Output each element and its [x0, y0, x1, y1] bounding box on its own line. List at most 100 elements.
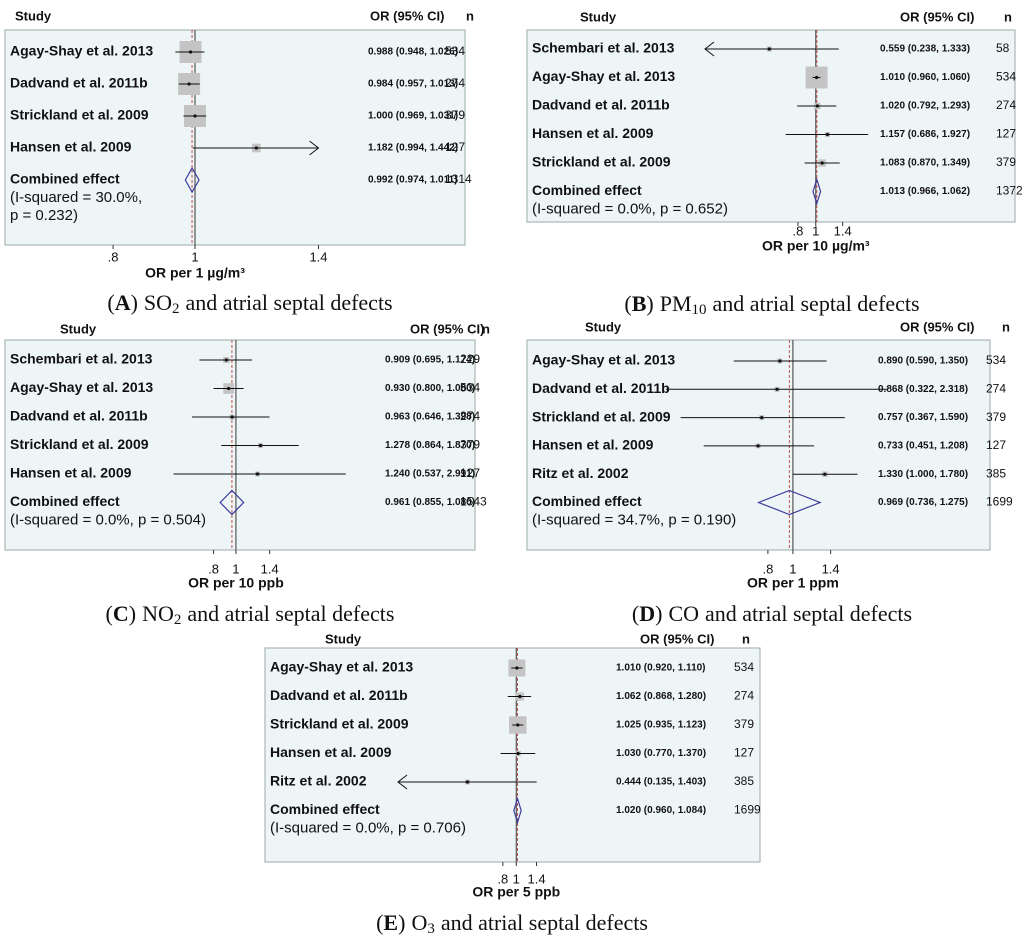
ci-label: 0.988 (0.948, 1.026) [368, 47, 458, 58]
heterogeneity: (I-squared = 34.7%, p = 0.190) [532, 511, 736, 528]
x-axis-label: OR per 1 ppm [747, 575, 839, 591]
point-estimate [516, 751, 520, 756]
point-estimate [823, 472, 827, 476]
plot-area [4, 29, 466, 246]
sample-size: 379 [734, 717, 754, 731]
ci-label: 0.969 (0.736, 1.275) [878, 497, 968, 508]
caption-text: and atrial septal defects [186, 290, 393, 315]
caption-subscript: 10 [692, 302, 707, 318]
header-ci: OR (95% CI) [900, 319, 974, 334]
sample-size: 379 [460, 438, 480, 452]
x-tick-label: .8 [497, 871, 508, 886]
plot-area [264, 647, 761, 863]
sample-size: 274 [460, 409, 480, 423]
study-name: Agay-Shay et al. 2013 [270, 659, 413, 675]
ci-label: 0.757 (0.367, 1.590) [878, 412, 968, 423]
caption-suffix: ) [129, 601, 136, 626]
point-estimate [756, 444, 760, 448]
study-name: Hansen et al. 2009 [270, 744, 392, 760]
x-tick-label: 1.4 [822, 561, 840, 576]
caption-subscript: 3 [427, 921, 435, 937]
ci-label: 1.278 (0.864, 1.870) [385, 440, 475, 451]
sample-size: 127 [460, 466, 480, 480]
ci-label: 1.062 (0.868, 1.280) [616, 691, 706, 702]
caption-suffix: ) [398, 910, 405, 935]
sample-size: 127 [996, 127, 1016, 141]
point-estimate [227, 386, 231, 391]
sample-size: 1314 [445, 172, 472, 186]
x-axis-label: OR per 10 ppb [188, 575, 284, 591]
x-tick-label: 1 [513, 871, 520, 886]
sample-size: 379 [445, 108, 465, 122]
caption-text: and atrial septal defects [441, 910, 648, 935]
pooled-diamond [513, 796, 522, 825]
header-ci: OR (95% CI) [900, 9, 974, 24]
point-estimate [516, 723, 520, 727]
combined-name: Combined effect [270, 801, 380, 817]
header-study: Study [15, 8, 52, 23]
study-name: Ritz et al. 2002 [270, 773, 367, 789]
x-tick-label: .8 [793, 223, 804, 238]
caption-letter: B [632, 291, 647, 316]
study-name: Strickland et al. 2009 [532, 154, 671, 170]
ci-label: 1.020 (0.792, 1.293) [880, 101, 970, 112]
ci-label: 0.992 (0.974, 1.011) [368, 175, 458, 186]
point-estimate [230, 415, 234, 419]
header-n: n [1002, 319, 1010, 334]
point-estimate [815, 104, 819, 108]
study-name: Schembari et al. 2013 [532, 40, 675, 56]
ci-label: 0.984 (0.957, 1.013) [368, 79, 458, 90]
caption-prefix: ( [106, 601, 113, 626]
point-estimate [778, 359, 782, 363]
combined-name: Combined effect [10, 171, 120, 187]
ci-label: 0.559 (0.238, 1.333) [880, 44, 970, 55]
header-ci: OR (95% CI) [640, 631, 714, 646]
sample-size: 229 [460, 352, 480, 366]
x-tick-label: 1 [232, 561, 239, 576]
arrow-left [397, 774, 408, 790]
sample-size: 385 [734, 774, 754, 788]
ci-label: 0.890 (0.590, 1.350) [878, 356, 968, 367]
x-axis-label: OR per 1 µg/m³ [145, 265, 245, 281]
caption-letter: D [639, 601, 655, 626]
point-estimate [515, 666, 519, 670]
x-axis-label: OR per 10 µg/m³ [762, 238, 870, 254]
study-name: Schembari et al. 2013 [10, 351, 153, 367]
ci-label: 0.733 (0.451, 1.208) [878, 441, 968, 452]
ci-label: 1.013 (0.966, 1.062) [880, 186, 970, 197]
point-estimate [518, 694, 522, 699]
study-name: Hansen et al. 2009 [10, 139, 132, 155]
caption: (A) SO2 and atrial septal defects [107, 290, 392, 317]
sample-size: 127 [734, 746, 754, 760]
caption-pollutant: CO [668, 601, 699, 626]
ci-label: 1.240 (0.537, 2.991) [385, 469, 475, 480]
sample-size: 127 [445, 140, 465, 154]
ci-label: 1.083 (0.870, 1.349) [880, 158, 970, 169]
study-name: Strickland et al. 2009 [10, 436, 149, 452]
x-axis-label: OR per 5 ppb [472, 884, 560, 900]
combined-name: Combined effect [10, 493, 120, 509]
caption-prefix: ( [107, 290, 114, 315]
study-name: Agay-Shay et al. 2013 [532, 68, 675, 84]
pooled-diamond [219, 489, 245, 516]
caption-text: and atrial septal defects [705, 601, 912, 626]
study-name: Agay-Shay et al. 2013 [10, 379, 153, 395]
header-study: Study [580, 9, 617, 24]
header-study: Study [325, 631, 362, 646]
x-tick-label: 1.4 [309, 249, 327, 264]
point-estimate [187, 82, 191, 86]
point-estimate [193, 114, 197, 118]
sample-size: 58 [996, 41, 1010, 55]
sample-size: 379 [996, 155, 1016, 169]
ci-label: 0.961 (0.855, 1.080) [385, 497, 475, 508]
heterogeneity: p = 0.232) [10, 207, 78, 224]
study-name: Ritz et al. 2002 [532, 465, 629, 481]
study-name: Hansen et al. 2009 [532, 125, 654, 141]
sample-size: 534 [986, 353, 1006, 367]
x-tick-label: .8 [108, 249, 119, 264]
study-name: Dadvand et al. 2011b [10, 75, 148, 91]
x-tick-label: 1 [191, 249, 198, 264]
ci-label: 1.010 (0.960, 1.060) [880, 72, 970, 83]
point-estimate [825, 132, 830, 137]
x-tick-label: 1 [789, 561, 796, 576]
